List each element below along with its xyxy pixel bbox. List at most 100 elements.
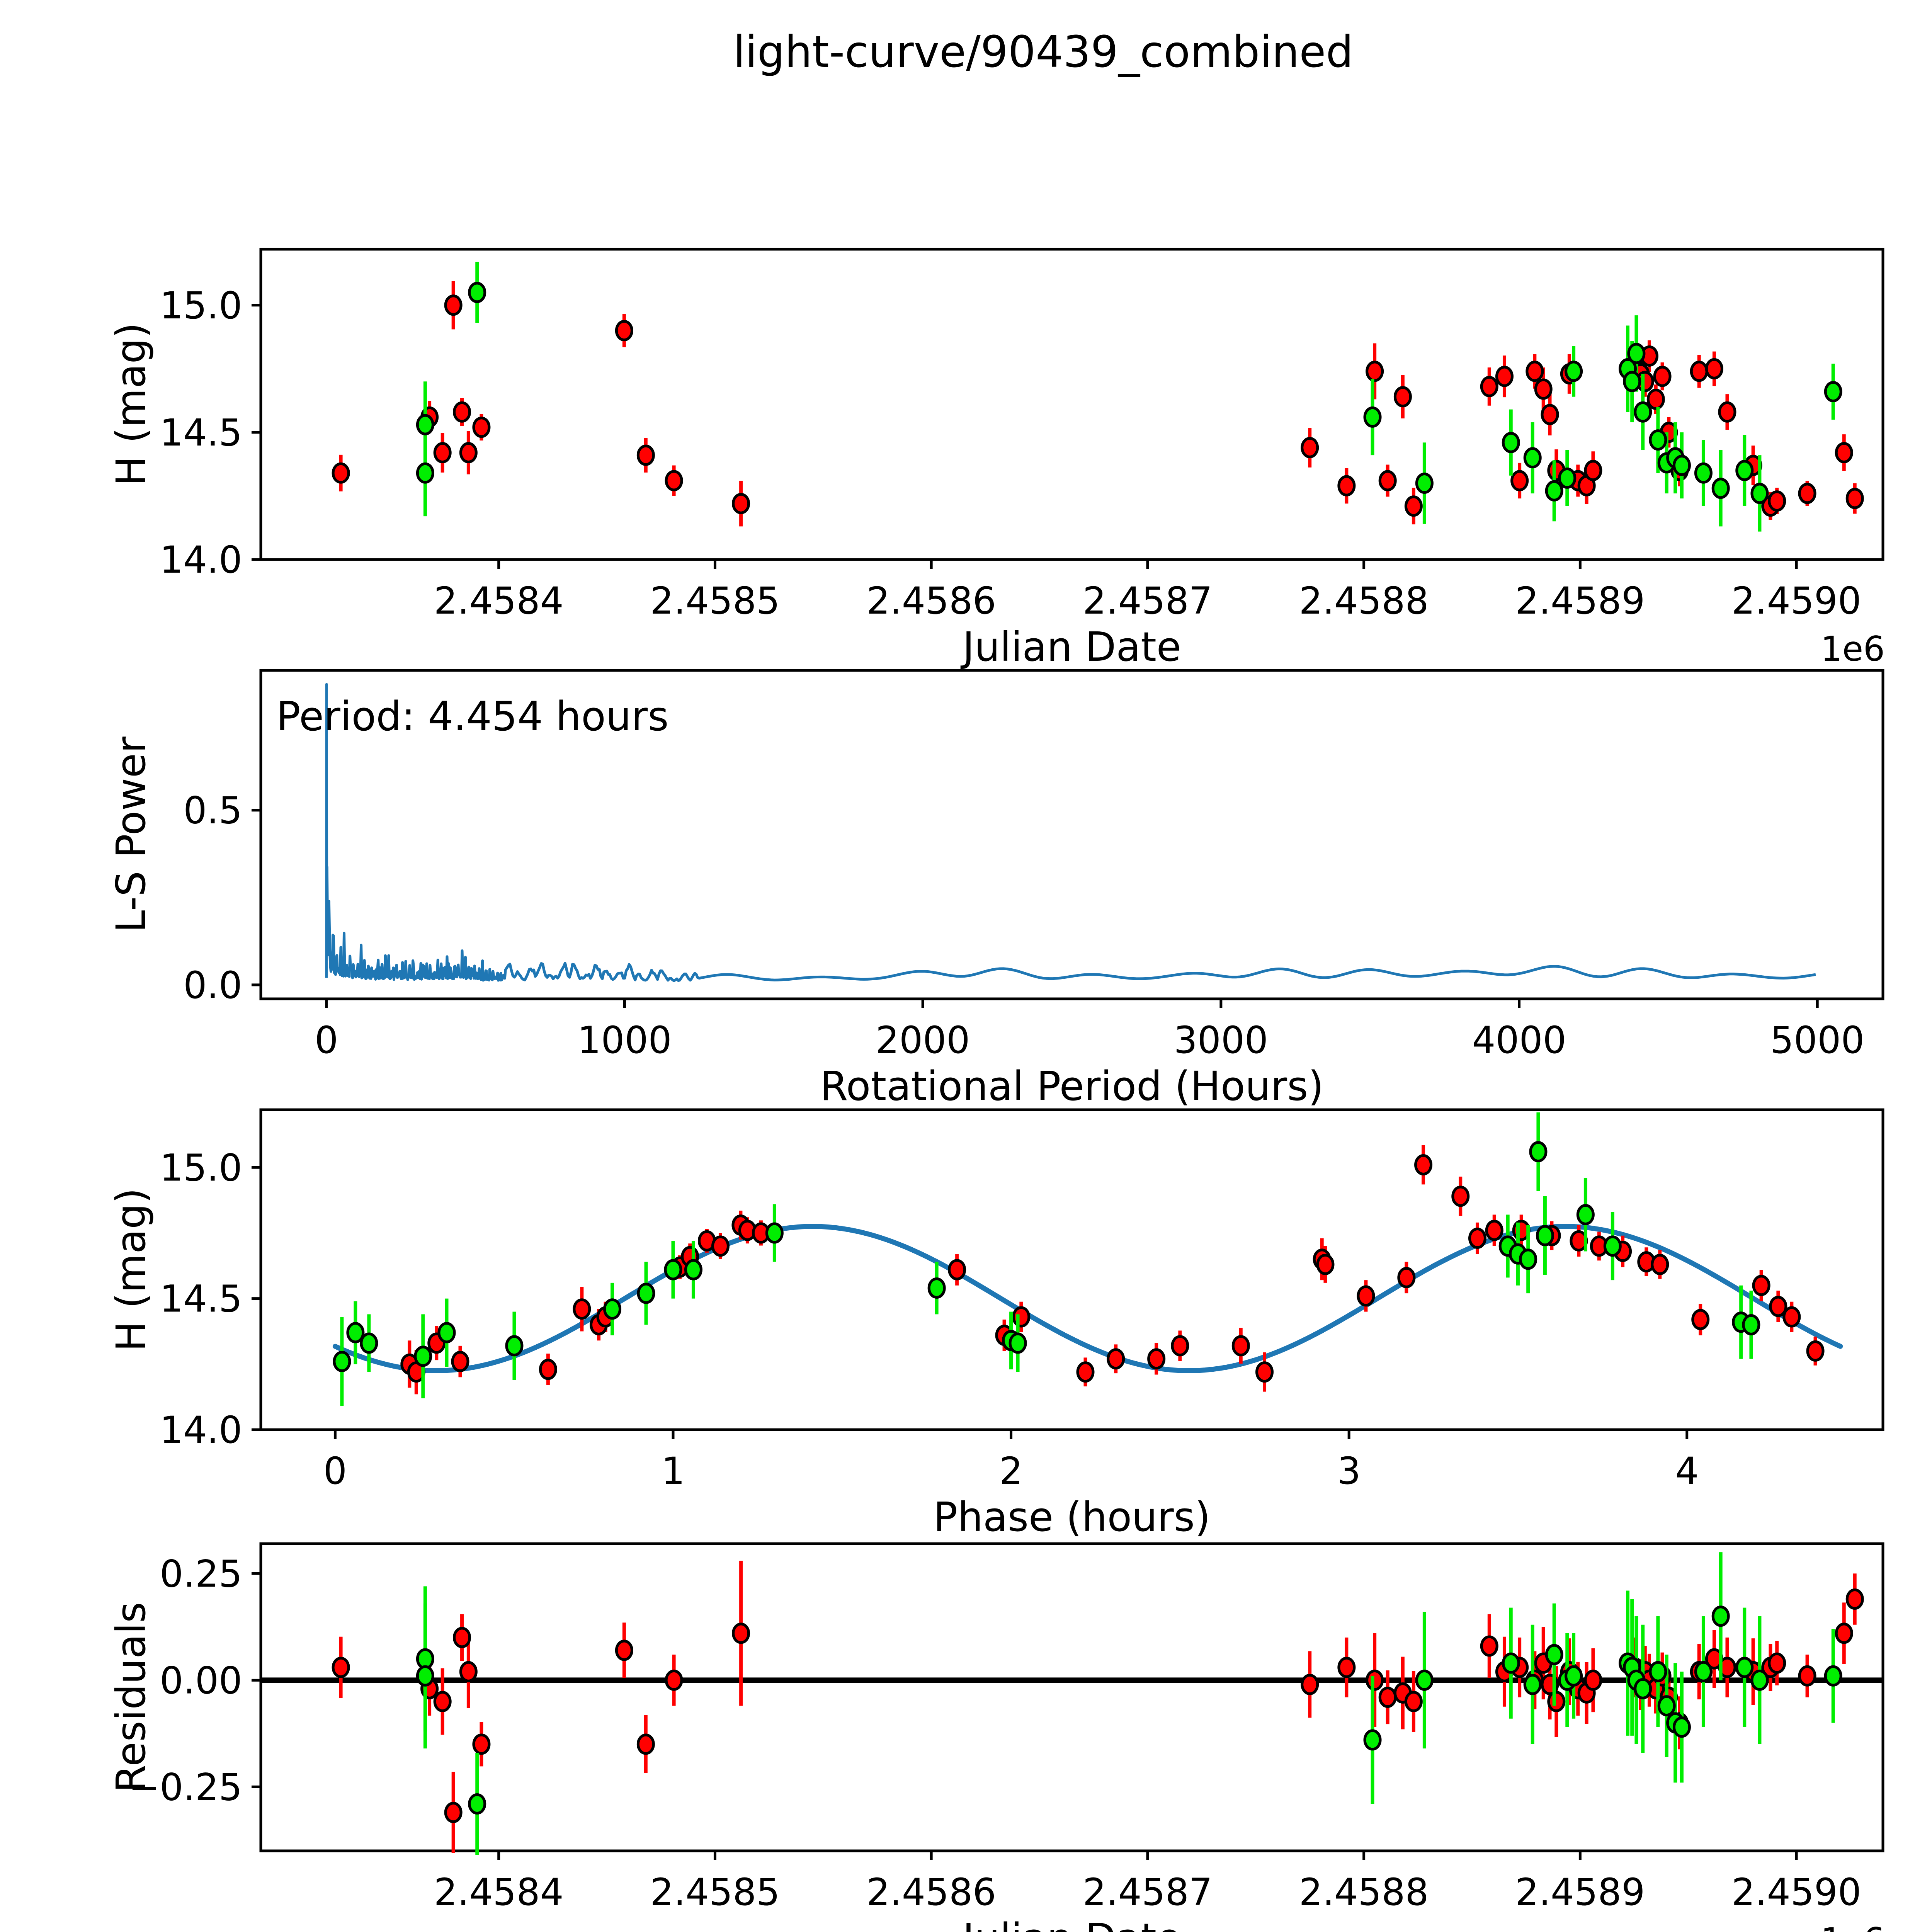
data-point bbox=[1337, 1656, 1356, 1678]
data-point bbox=[332, 462, 350, 484]
data-point bbox=[1378, 1687, 1397, 1708]
x-axis-label: Rotational Period (Hours) bbox=[820, 1063, 1324, 1110]
data-point bbox=[1835, 1622, 1853, 1644]
data-point bbox=[1798, 1665, 1816, 1687]
x-axis-label: Julian Date bbox=[960, 1915, 1181, 1932]
data-point bbox=[1337, 475, 1356, 497]
y-tick-label: 0.25 bbox=[160, 1552, 242, 1595]
data-point bbox=[1468, 1228, 1486, 1249]
data-point bbox=[1541, 404, 1559, 425]
data-point bbox=[1649, 429, 1667, 451]
data-point bbox=[1653, 366, 1672, 387]
data-point bbox=[1529, 1141, 1548, 1163]
plot-frame bbox=[259, 1542, 1884, 1852]
data-point bbox=[1012, 1306, 1031, 1328]
panel-lightcurve: 2.4584 2.4585 2.4586 2.4587 2.4588 2.4589 2.45… bbox=[0, 226, 1932, 776]
series-green-band bbox=[333, 1112, 1760, 1406]
data-point bbox=[1646, 388, 1665, 410]
data-point bbox=[615, 320, 633, 342]
data-point bbox=[1545, 1644, 1563, 1665]
data-point bbox=[1480, 376, 1498, 397]
data-point bbox=[1558, 467, 1577, 489]
data-point bbox=[1691, 1309, 1710, 1330]
x-tick-label: 5000 bbox=[1770, 1019, 1864, 1062]
x-tick-label: 0 bbox=[315, 1019, 338, 1062]
data-point bbox=[1378, 470, 1397, 492]
data-point bbox=[665, 1669, 683, 1691]
x-tick-label: 0 bbox=[323, 1449, 347, 1493]
data-point bbox=[1526, 361, 1544, 382]
data-point bbox=[1547, 1691, 1566, 1713]
data-point bbox=[1415, 1669, 1434, 1691]
data-point bbox=[1301, 437, 1319, 458]
data-point bbox=[1451, 1185, 1470, 1207]
series-green-band bbox=[416, 262, 1842, 532]
data-point bbox=[433, 442, 452, 464]
data-point bbox=[948, 1259, 966, 1281]
data-point bbox=[636, 1733, 655, 1755]
x-tick-label: 4 bbox=[1675, 1449, 1699, 1493]
data-point bbox=[1806, 1340, 1825, 1362]
data-point bbox=[1366, 361, 1384, 382]
data-point bbox=[1750, 483, 1769, 504]
data-point bbox=[416, 414, 434, 435]
data-point bbox=[1649, 1661, 1667, 1682]
data-point bbox=[1357, 1285, 1375, 1307]
y-tick-label: −0.25 bbox=[129, 1765, 242, 1809]
data-point bbox=[1495, 366, 1514, 387]
data-point bbox=[1634, 1678, 1652, 1699]
data-point bbox=[333, 1351, 351, 1372]
data-point bbox=[1845, 1588, 1864, 1610]
x-tick-label: 2.4587 bbox=[1083, 579, 1213, 622]
data-point bbox=[1768, 1652, 1786, 1674]
data-point bbox=[1076, 1361, 1095, 1383]
data-point bbox=[360, 1332, 378, 1354]
data-point bbox=[1536, 1225, 1554, 1247]
data-point bbox=[1404, 495, 1423, 517]
data-point bbox=[1363, 406, 1382, 428]
x-tick-label: 2.4586 bbox=[866, 579, 996, 622]
x-tick-label: 2.4589 bbox=[1515, 579, 1645, 622]
data-point bbox=[927, 1277, 946, 1299]
data-point bbox=[1414, 1154, 1433, 1176]
data-point bbox=[1404, 1691, 1423, 1713]
data-point bbox=[1510, 470, 1529, 492]
data-point bbox=[332, 1656, 350, 1678]
y-tick-label: 0.00 bbox=[160, 1659, 242, 1702]
data-point bbox=[539, 1359, 557, 1380]
y-tick-label: 0.0 bbox=[183, 964, 242, 1007]
data-point bbox=[615, 1639, 633, 1661]
data-point bbox=[1735, 460, 1754, 481]
series-green-band bbox=[416, 1552, 1842, 1855]
data-point bbox=[468, 282, 486, 303]
data-point bbox=[1694, 462, 1713, 484]
data-point bbox=[665, 470, 683, 492]
data-point bbox=[1623, 371, 1641, 392]
x-tick-label: 2.4584 bbox=[434, 579, 564, 622]
data-point bbox=[1769, 1296, 1787, 1317]
data-point bbox=[1576, 1204, 1595, 1225]
data-point bbox=[1534, 378, 1553, 400]
data-point bbox=[1798, 483, 1816, 504]
data-point bbox=[711, 1235, 730, 1257]
data-point bbox=[472, 417, 491, 438]
x-tick-label: 2 bbox=[999, 1449, 1023, 1493]
data-point bbox=[444, 1802, 463, 1823]
data-point bbox=[1824, 381, 1842, 403]
data-point bbox=[1231, 1335, 1250, 1357]
y-tick-label: 14.5 bbox=[160, 411, 242, 454]
data-point bbox=[1742, 1314, 1760, 1336]
data-point bbox=[1768, 490, 1786, 512]
x-tick-label: 2.4588 bbox=[1299, 1871, 1429, 1914]
data-point bbox=[414, 1345, 432, 1367]
data-point bbox=[1672, 454, 1691, 476]
data-point bbox=[1690, 361, 1708, 382]
x-tick-label: 2.4590 bbox=[1731, 1871, 1861, 1914]
data-point bbox=[1603, 1235, 1622, 1257]
data-point bbox=[1147, 1348, 1166, 1370]
data-point bbox=[1523, 447, 1542, 469]
y-tick-label: 14.0 bbox=[160, 538, 242, 582]
data-point bbox=[1565, 1665, 1583, 1687]
x-tick-label: 2.4590 bbox=[1731, 579, 1861, 622]
